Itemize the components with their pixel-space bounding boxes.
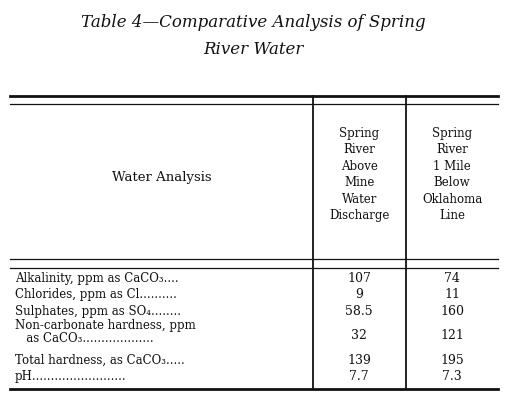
Text: 74: 74: [443, 272, 459, 285]
Text: 195: 195: [439, 354, 463, 367]
Text: 121: 121: [439, 329, 463, 342]
Text: 9: 9: [355, 288, 363, 301]
Text: Sulphates, ppm as SO₄........: Sulphates, ppm as SO₄........: [15, 305, 181, 318]
Text: 160: 160: [439, 305, 463, 318]
Text: 107: 107: [346, 272, 371, 285]
Text: 139: 139: [346, 354, 371, 367]
Text: Non-carbonate hardness, ppm: Non-carbonate hardness, ppm: [15, 319, 195, 332]
Text: Chlorides, ppm as Cl..........: Chlorides, ppm as Cl..........: [15, 288, 177, 301]
Text: Alkalinity, ppm as CaCO₃....: Alkalinity, ppm as CaCO₃....: [15, 272, 178, 285]
Text: as CaCO₃...................: as CaCO₃...................: [15, 332, 154, 345]
Text: River Water: River Water: [203, 41, 302, 58]
Text: Spring
River
1 Mile
Below
Oklahoma
Line: Spring River 1 Mile Below Oklahoma Line: [421, 127, 481, 222]
Text: 32: 32: [350, 329, 367, 342]
Text: Table 4—Comparative Analysis of Spring: Table 4—Comparative Analysis of Spring: [80, 14, 425, 31]
Text: pH.........................: pH.........................: [15, 370, 126, 383]
Text: 58.5: 58.5: [345, 305, 372, 318]
Text: 7.7: 7.7: [349, 370, 368, 383]
Text: Water Analysis: Water Analysis: [112, 171, 211, 184]
Text: 11: 11: [443, 288, 459, 301]
Text: Spring
River
Above
Mine
Water
Discharge: Spring River Above Mine Water Discharge: [328, 127, 389, 222]
Text: Total hardness, as CaCO₃.....: Total hardness, as CaCO₃.....: [15, 354, 184, 367]
Text: 7.3: 7.3: [441, 370, 461, 383]
